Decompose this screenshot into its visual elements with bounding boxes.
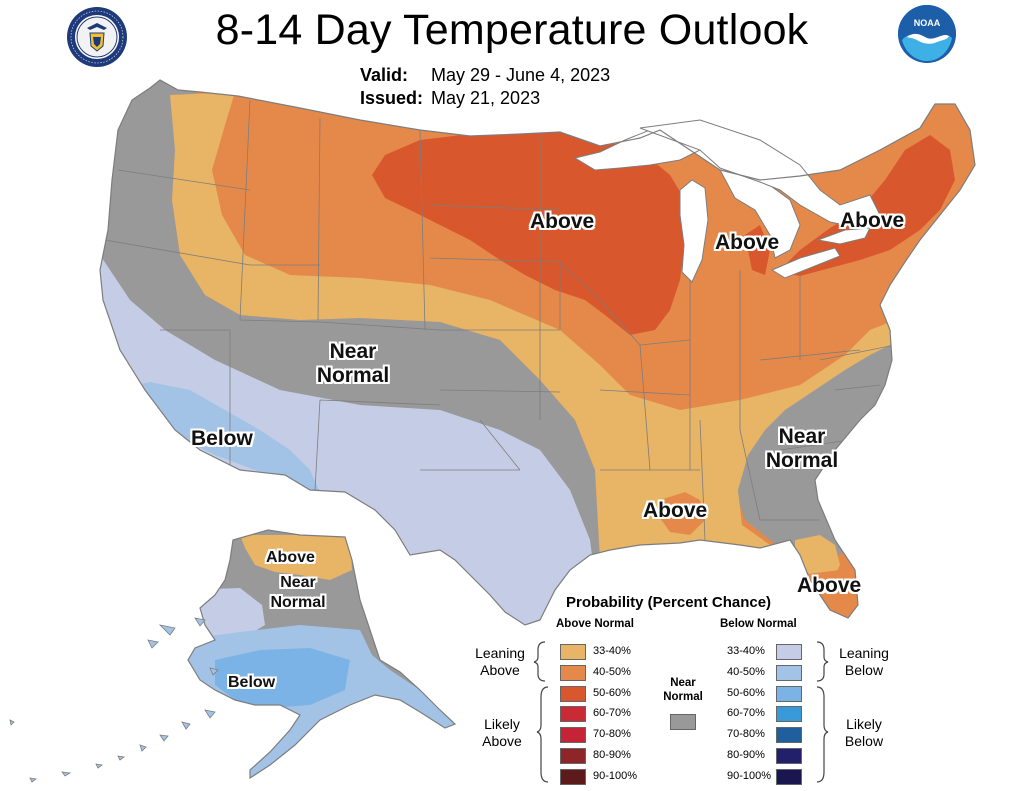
legend-likely-above-line1: Likely bbox=[484, 716, 520, 732]
alaska-islands bbox=[9, 617, 219, 783]
near-normal-west-line1: Near bbox=[329, 340, 377, 363]
lake-erie bbox=[770, 247, 841, 279]
florida-tip-zone bbox=[800, 570, 860, 625]
region-label-above-michigan: Above bbox=[715, 231, 780, 254]
region-label-alaska-below: Below bbox=[228, 674, 276, 691]
legend-above-swatch-4 bbox=[560, 727, 586, 743]
noaa-logo: NOAA bbox=[898, 5, 956, 63]
great-lakes bbox=[573, 119, 881, 283]
issued-row: Issued: May 21, 2023 bbox=[360, 88, 540, 109]
alaska-near-line1: Near bbox=[280, 574, 316, 591]
near-normal-west-line2: Normal bbox=[316, 364, 390, 387]
legend-above-swatch-6 bbox=[560, 769, 586, 785]
issued-value: May 21, 2023 bbox=[431, 88, 541, 108]
legend-likely-above-line2: Above bbox=[482, 733, 522, 749]
legend-below-swatch-4 bbox=[776, 727, 802, 743]
region-label-above-florida: Above bbox=[797, 574, 862, 597]
lake-huron bbox=[719, 169, 801, 259]
legend-leaning-below: Leaning Below bbox=[834, 645, 894, 679]
region-label-above-northeast: Above bbox=[840, 209, 905, 232]
legend-above-swatch-5 bbox=[560, 748, 586, 764]
legend-below-swatch-6 bbox=[776, 769, 802, 785]
page-title: 8-14 Day Temperature Outlook bbox=[215, 6, 809, 54]
legend-above-range-label-5: 80-90% bbox=[593, 749, 631, 761]
legend-below-range-label-2: 50-60% bbox=[727, 687, 765, 699]
conus-map bbox=[99, 79, 976, 626]
region-label-near-normal-west: Near Normal bbox=[311, 340, 395, 388]
leaning-above-florida-zone bbox=[795, 535, 840, 575]
region-label-near-normal-east: Near Normal bbox=[760, 425, 844, 473]
legend-below-swatch-5 bbox=[776, 748, 802, 764]
region-label-alaska-near-normal: Near Normal bbox=[265, 573, 331, 613]
issued-label: Issued: bbox=[360, 88, 424, 108]
legend-below-swatch-2 bbox=[776, 686, 802, 702]
legend-near-normal-line2: Normal bbox=[663, 691, 703, 703]
legend-above-swatch-3 bbox=[560, 706, 586, 722]
leaning-above-central-zone bbox=[170, 92, 930, 560]
legend-below-swatch-3 bbox=[776, 706, 802, 722]
region-label-above-gulf: Above bbox=[643, 499, 708, 522]
state-boundaries bbox=[104, 99, 896, 541]
valid-value: May 29 - June 4, 2023 bbox=[431, 65, 611, 85]
legend-above-swatch-1 bbox=[560, 665, 586, 681]
region-label-below-west: Below bbox=[191, 427, 253, 450]
legend-likely-below-line2: Below bbox=[844, 733, 884, 749]
noaa-text: NOAA bbox=[914, 18, 941, 28]
legend-below-range-label-4: 70-80% bbox=[727, 728, 765, 740]
legend-above-swatch-2 bbox=[560, 686, 586, 702]
below-california-zone bbox=[120, 382, 320, 492]
legend-title: Probability (Percent Chance) bbox=[566, 594, 772, 611]
legend-leaning-below-line1: Leaning bbox=[839, 645, 889, 661]
legend-below-range-label-0: 33-40% bbox=[727, 645, 765, 657]
legend-leaning-below-line2: Below bbox=[844, 662, 884, 678]
alaska-below-dark-zone bbox=[215, 648, 350, 708]
legend-below-swatch-1 bbox=[776, 665, 802, 681]
near-normal-east-line1: Near bbox=[778, 425, 826, 448]
legend-above-range-label-2: 50-60% bbox=[593, 687, 631, 699]
legend-above-header: Above Normal bbox=[556, 618, 634, 630]
legend-likely-below-line1: Likely bbox=[846, 716, 882, 732]
legend-above-range-label-6: 90-100% bbox=[593, 770, 638, 782]
region-label-above-north-central: Above bbox=[530, 210, 595, 233]
legend-near-normal-line1: Near bbox=[670, 677, 696, 689]
legend-leaning-above-line2: Above bbox=[480, 662, 520, 678]
legend-below-swatch-0 bbox=[776, 644, 802, 660]
valid-row: Valid: May 29 - June 4, 2023 bbox=[360, 65, 610, 86]
alaska-above-zone bbox=[240, 535, 352, 580]
legend-leaning-above-line1: Leaning bbox=[475, 645, 525, 661]
legend-below-range-label-5: 80-90% bbox=[727, 749, 765, 761]
legend-below-header: Below Normal bbox=[720, 618, 797, 630]
near-normal-east-line2: Normal bbox=[765, 449, 839, 472]
legend-near-normal-label: Near Normal bbox=[658, 676, 708, 704]
legend-above-range-label-3: 60-70% bbox=[593, 707, 631, 719]
legend-near-normal-swatch bbox=[670, 714, 696, 730]
legend-above-range-label-0: 33-40% bbox=[593, 645, 631, 657]
legend-above-range-label-4: 70-80% bbox=[593, 728, 631, 740]
gulf-above-zone bbox=[660, 492, 705, 535]
region-label-alaska-above: Above bbox=[266, 549, 315, 566]
likely-above-michigan-zone bbox=[745, 225, 770, 275]
lake-ontario bbox=[816, 227, 871, 245]
legend-below-range-label-6: 90-100% bbox=[727, 770, 772, 782]
alaska-near-line2: Normal bbox=[270, 594, 326, 611]
legend-below-range-label-3: 60-70% bbox=[727, 707, 765, 719]
legend-above-range-label-1: 40-50% bbox=[593, 666, 631, 678]
likely-above-north-zone bbox=[372, 132, 685, 335]
lake-michigan bbox=[679, 179, 709, 283]
legend-likely-below: Likely Below bbox=[834, 716, 894, 750]
below-southwest-zone bbox=[100, 240, 600, 625]
legend-likely-above: Likely Above bbox=[472, 716, 532, 750]
doc-seal-logo bbox=[67, 7, 127, 67]
valid-label: Valid: bbox=[360, 65, 409, 85]
legend-below-range-label-1: 40-50% bbox=[727, 666, 765, 678]
legend-above-swatch-0 bbox=[560, 644, 586, 660]
legend-leaning-above: Leaning Above bbox=[470, 645, 530, 679]
